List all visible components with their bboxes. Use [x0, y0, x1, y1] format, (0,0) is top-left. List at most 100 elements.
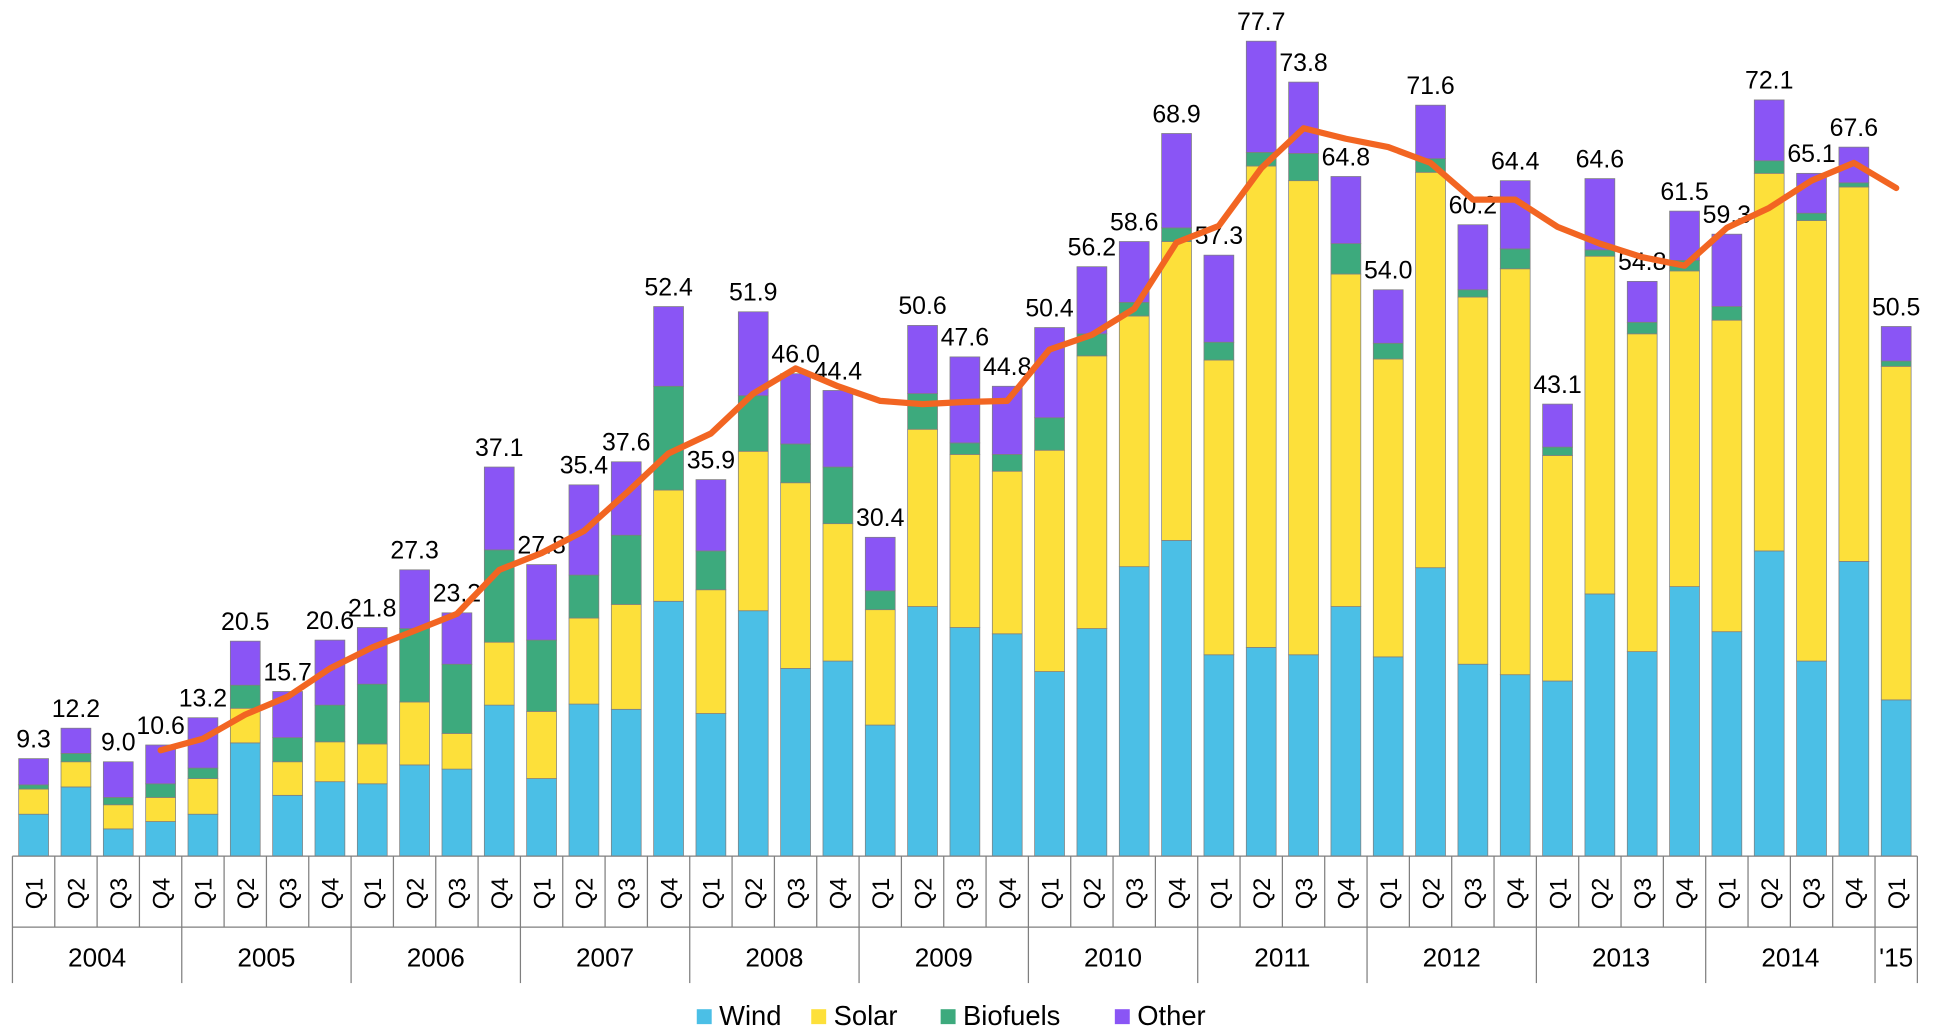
- x-tick-label: Q1: [1377, 878, 1403, 910]
- x-tick-label: Q2: [403, 878, 429, 910]
- year-label: 2010: [1084, 942, 1142, 972]
- x-tick-label: Q1: [361, 878, 387, 910]
- bar-segment: [568, 574, 600, 619]
- total-label: 68.9: [1152, 100, 1200, 128]
- bar-segment: [356, 683, 388, 745]
- bar-segment: [187, 778, 219, 815]
- bar-segment: [907, 428, 938, 607]
- bar-segment: [399, 764, 430, 857]
- legend-label: Wind: [719, 1000, 781, 1028]
- bar-segment: [1838, 186, 1870, 562]
- bar-segment: [1330, 606, 1362, 857]
- x-tick-label: Q2: [65, 878, 91, 910]
- bar-segment: [822, 466, 854, 525]
- x-tick-label: Q3: [784, 878, 810, 910]
- total-label: 56.2: [1068, 233, 1116, 261]
- x-tick-label: Q3: [276, 878, 302, 910]
- bar-segment: [18, 784, 49, 790]
- x-tick-label: Q4: [149, 878, 175, 910]
- bar-segment: [1415, 567, 1446, 857]
- bar-segment: [483, 704, 515, 857]
- bar-segment: [1584, 249, 1616, 257]
- total-label: 9.3: [16, 725, 51, 753]
- bar-segment: [102, 804, 134, 830]
- x-tick-label: Q1: [1885, 878, 1911, 910]
- total-label: 21.8: [348, 594, 396, 622]
- bar-segment: [568, 617, 600, 705]
- bar-segment: [187, 767, 219, 779]
- bar-segment: [1880, 360, 1912, 367]
- bar-segment: [1542, 403, 1573, 448]
- total-label: 37.6: [602, 429, 650, 457]
- year-label: 2008: [745, 942, 803, 972]
- bar-segment: [1330, 176, 1362, 244]
- bar-segment: [907, 606, 938, 857]
- bar-segment: [60, 752, 92, 763]
- bar-segment: [1669, 210, 1700, 261]
- bar-segment: [1245, 40, 1277, 153]
- total-label: 35.4: [560, 452, 609, 480]
- bar-segment: [1118, 241, 1150, 303]
- legend-label: Biofuels: [963, 1000, 1060, 1028]
- bar-segment: [356, 783, 388, 857]
- x-tick-label: Q1: [869, 878, 895, 910]
- bar-segment: [102, 797, 134, 806]
- bar-segment: [1880, 699, 1912, 857]
- bar-segment: [1372, 656, 1404, 857]
- year-label: 2011: [1254, 942, 1310, 972]
- bar-segment: [1330, 243, 1362, 275]
- bar-segment: [526, 564, 557, 641]
- total-label: 51.9: [729, 279, 777, 307]
- total-label: 50.5: [1872, 293, 1920, 321]
- total-label: 58.6: [1110, 208, 1158, 236]
- x-tick-label: Q1: [1208, 878, 1234, 910]
- bar-segment: [653, 306, 684, 387]
- bar-segment: [526, 711, 557, 779]
- bar-segment: [356, 627, 388, 685]
- bar-segment: [1626, 321, 1658, 335]
- bar-segment: [1838, 561, 1870, 857]
- bar-segment: [907, 325, 938, 394]
- bar-segment: [1034, 327, 1065, 419]
- bar-segment: [1076, 266, 1108, 335]
- total-label: 10.6: [136, 712, 184, 740]
- legend-swatch: [1114, 1009, 1130, 1025]
- bar-segment: [314, 781, 346, 857]
- bar-segment: [356, 743, 388, 785]
- bar-segment: [145, 821, 176, 857]
- bar-segment: [1542, 455, 1573, 682]
- bar-segment: [1457, 224, 1489, 291]
- bar-segment: [780, 482, 811, 669]
- bar-segment: [1457, 289, 1489, 298]
- bar-segment: [568, 703, 600, 857]
- bar-segment: [1203, 254, 1235, 343]
- bar-segment: [18, 813, 49, 857]
- bar-segment: [1034, 417, 1065, 451]
- x-tick-label: Q1: [530, 878, 556, 910]
- bar-segment: [610, 534, 642, 605]
- x-tick-label: Q4: [1504, 878, 1530, 910]
- bar-segment: [1499, 248, 1531, 270]
- bar-segment: [1288, 654, 1319, 857]
- total-label: 30.4: [856, 504, 905, 532]
- bar-segment: [1669, 586, 1700, 857]
- bar-segment: [18, 788, 49, 815]
- trend-line: [157, 125, 1900, 754]
- bar-segment: [60, 727, 92, 754]
- bar-segment: [907, 393, 938, 430]
- bar-segment: [1288, 153, 1319, 182]
- bar-segment: [1669, 270, 1700, 587]
- bar-segment: [102, 828, 134, 857]
- bar-segment: [737, 610, 769, 857]
- bar-segment: [1626, 281, 1658, 323]
- bar-segment: [1711, 233, 1743, 307]
- bar-segment: [1584, 255, 1616, 595]
- total-label: 20.6: [306, 607, 354, 635]
- bar-segment: [864, 590, 896, 611]
- bar-segment: [1415, 171, 1446, 569]
- total-label: 65.1: [1787, 140, 1835, 168]
- bar-segment: [1161, 540, 1192, 857]
- total-label: 20.5: [221, 608, 269, 636]
- x-tick-label: Q1: [1038, 878, 1064, 910]
